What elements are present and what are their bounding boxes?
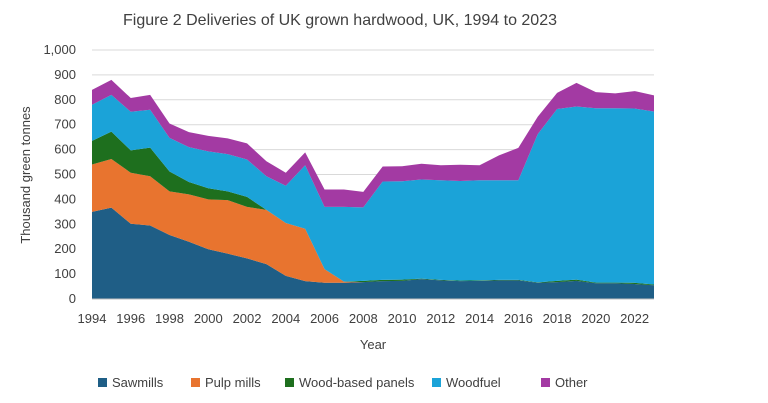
x-tick-label: 2020: [581, 311, 610, 326]
x-tick-label: 2022: [620, 311, 649, 326]
x-tick-label: 2006: [310, 311, 339, 326]
y-tick-label: 400: [54, 191, 76, 206]
legend-item-woodfuel: Woodfuel: [432, 375, 501, 390]
legend-label: Other: [555, 375, 588, 390]
plot-area: [92, 79, 654, 299]
y-tick-label: 500: [54, 167, 76, 182]
y-axis-label: Thousand green tonnes: [18, 106, 33, 244]
y-tick-label: 300: [54, 216, 76, 231]
y-tick-label: 700: [54, 117, 76, 132]
legend-item-pulp-mills: Pulp mills: [191, 375, 261, 390]
y-tick-label: 1,000: [43, 42, 76, 57]
legend-item-other: Other: [541, 375, 588, 390]
legend-swatch: [541, 378, 550, 387]
x-tick-label: 2018: [543, 311, 572, 326]
x-tick-label: 1998: [155, 311, 184, 326]
series-area-other: [92, 79, 654, 208]
legend-label: Wood-based panels: [299, 375, 415, 390]
legend: Sawmills Pulp mills Wood-based panels Woodf…: [98, 375, 588, 390]
legend-swatch: [285, 378, 294, 387]
legend-swatch: [432, 378, 441, 387]
legend-swatch: [98, 378, 107, 387]
y-axis-ticks: 0 100 200 300 400 500 600 700 800 900 1,000: [43, 42, 76, 306]
y-tick-label: 0: [69, 291, 76, 306]
legend-swatch: [191, 378, 200, 387]
chart-title: Figure 2 Deliveries of UK grown hardwood…: [123, 12, 557, 29]
x-axis-ticks: 1994 1996 1998 2000 2002 2004 2006 2008 2010 2012…: [78, 311, 650, 326]
legend-label: Woodfuel: [446, 375, 501, 390]
x-tick-label: 2016: [504, 311, 533, 326]
y-tick-label: 100: [54, 266, 76, 281]
x-tick-label: 2000: [194, 311, 223, 326]
series-area-woodfuel: [92, 94, 654, 285]
series-area-pulp-mills: [92, 159, 654, 286]
x-tick-label: 2010: [388, 311, 417, 326]
x-tick-label: 2008: [349, 311, 378, 326]
y-tick-label: 600: [54, 142, 76, 157]
x-tick-label: 2012: [426, 311, 455, 326]
y-tick-label: 200: [54, 241, 76, 256]
legend-item-sawmills: Sawmills: [98, 375, 164, 390]
legend-label: Pulp mills: [205, 375, 261, 390]
y-tick-label: 800: [54, 92, 76, 107]
series-area-sawmills: [92, 207, 654, 299]
x-tick-label: 2004: [271, 311, 300, 326]
x-tick-label: 1994: [78, 311, 107, 326]
x-tick-label: 2014: [465, 311, 494, 326]
legend-label: Sawmills: [112, 375, 164, 390]
y-tick-label: 900: [54, 67, 76, 82]
x-tick-label: 1996: [116, 311, 145, 326]
x-tick-label: 2002: [233, 311, 262, 326]
x-axis-label: Year: [360, 337, 387, 352]
legend-item-wood-based-panels: Wood-based panels: [285, 375, 415, 390]
